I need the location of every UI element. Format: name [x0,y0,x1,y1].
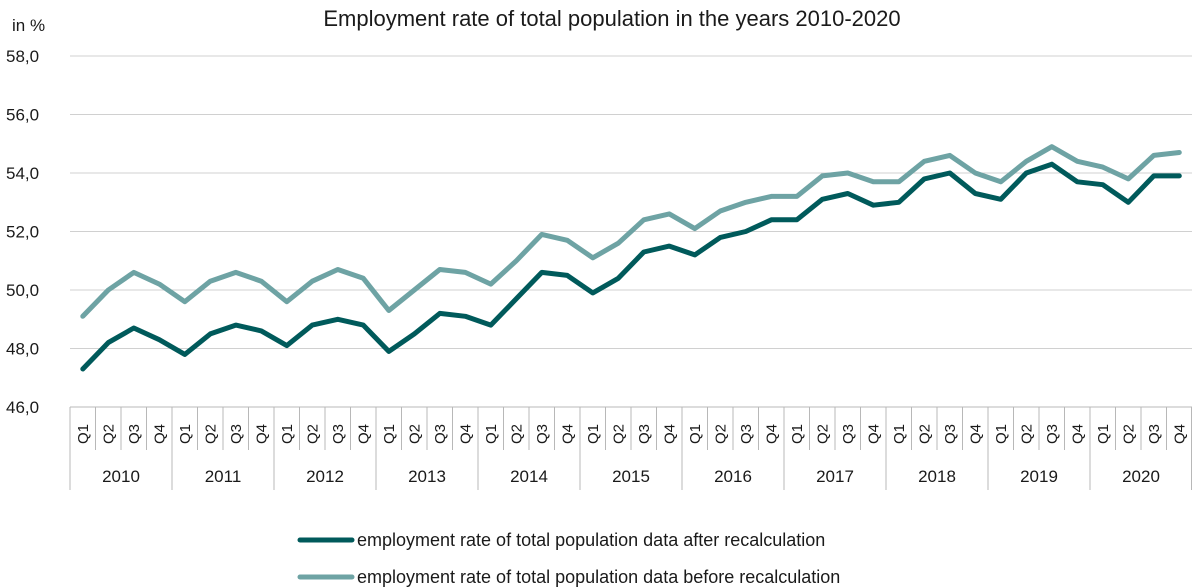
quarter-tick-label: Q4 [457,424,474,444]
quarter-tick-label: Q1 [687,424,704,444]
quarter-tick-label: Q4 [865,424,882,444]
y-axis-unit-label: in % [12,16,45,35]
quarter-tick-label: Q3 [738,424,755,444]
quarter-tick-label: Q3 [840,424,857,444]
quarter-tick-label: Q2 [610,424,627,444]
quarter-tick-label: Q4 [763,424,780,444]
quarter-tick-label: Q2 [508,424,525,444]
quarter-tick-label: Q4 [967,424,984,444]
legend-entry-label: employment rate of total population data… [357,567,840,587]
quarter-tick-label: Q3 [534,424,551,444]
quarter-tick-label: Q1 [177,424,194,444]
quarter-tick-label: Q3 [1146,424,1163,444]
series-line-after-recalculation [80,161,1182,372]
quarter-tick-label: Q1 [279,424,296,444]
series-lines [80,144,1182,372]
y-tick-label: 48,0 [6,340,39,359]
quarter-tick-label: Q2 [202,424,219,444]
y-axis-ticks: 46,0 48,0 50,0 52,0 54,0 56,0 58,0 [6,47,39,417]
year-tick-label: 2014 [510,467,548,486]
quarter-tick-label: Q1 [993,424,1010,444]
year-tick-label: 2011 [205,467,242,486]
quarter-tick-label: Q3 [330,424,347,444]
quarter-tick-label: Q4 [355,424,372,444]
quarter-tick-label: Q2 [712,424,729,444]
quarter-tick-label: Q1 [75,424,92,444]
y-tick-label: 56,0 [6,106,39,125]
y-tick-label: 46,0 [6,398,39,417]
year-tick-label: 2020 [1122,467,1160,486]
quarter-tick-label: Q2 [1018,424,1035,444]
year-tick-label: 2010 [102,467,140,486]
legend-entry-label: employment rate of total population data… [357,530,825,550]
quarter-tick-label: Q3 [636,424,653,444]
quarter-tick-label: Q3 [432,424,449,444]
quarter-tick-label: Q4 [559,424,576,444]
gridlines [70,55,1192,349]
year-tick-label: 2016 [714,467,752,486]
quarter-tick-label: Q1 [1095,424,1112,444]
year-tick-label: 2013 [408,467,446,486]
quarter-tick-label: Q1 [381,424,398,444]
quarter-tick-label: Q2 [100,424,117,444]
quarter-tick-label: Q2 [916,424,933,444]
quarter-tick-label: Q2 [814,424,831,444]
y-tick-label: 54,0 [6,164,39,183]
year-tick-label: 2012 [306,467,344,486]
quarter-tick-label: Q4 [661,424,678,444]
quarter-tick-label: Q3 [1044,424,1061,444]
quarter-tick-label: Q4 [1069,424,1086,444]
quarter-tick-label: Q1 [789,424,806,444]
quarter-tick-label: Q4 [253,424,270,444]
chart-title: Employment rate of total population in t… [323,6,900,31]
y-tick-label: 58,0 [6,47,39,66]
y-tick-label: 52,0 [6,223,39,242]
quarter-tick-label: Q2 [406,424,423,444]
quarter-tick-label: Q2 [1120,424,1137,444]
series-line-before-recalculation [80,144,1182,319]
legend: employment rate of total population data… [297,530,840,587]
quarter-tick-label: Q1 [483,424,500,444]
quarter-tick-label: Q3 [228,424,245,444]
year-tick-label: 2017 [816,467,854,486]
quarter-tick-label: Q4 [151,424,168,444]
quarter-tick-label: Q1 [891,424,908,444]
quarter-tick-label: Q4 [1171,424,1188,444]
year-tick-label: 2015 [612,467,650,486]
x-axis: Q1 Q2 Q3 Q4 Q1 Q2 Q3 Q4 Q1 Q2 Q3 Q4 Q1 Q2 Q3 Q4 Q1 Q2 Q3 Q4… [69,406,1192,490]
quarter-tick-label: Q3 [942,424,959,444]
quarter-tick-label: Q2 [304,424,321,444]
year-tick-label: 2019 [1020,467,1058,486]
year-tick-label: 2018 [918,467,956,486]
quarter-tick-label: Q1 [585,424,602,444]
quarter-tick-label: Q3 [126,424,143,444]
y-tick-label: 50,0 [6,281,39,300]
